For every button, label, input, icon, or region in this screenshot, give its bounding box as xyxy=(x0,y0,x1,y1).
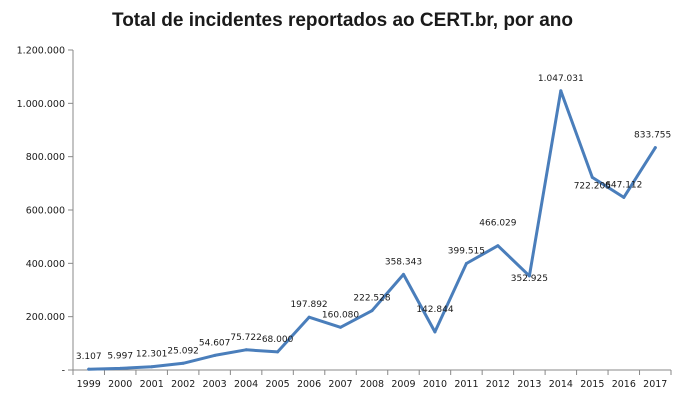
y-tick-label: 200.000 xyxy=(26,312,65,323)
y-tick-label: - xyxy=(62,366,65,377)
data-point xyxy=(244,348,248,352)
data-label: 3.107 xyxy=(76,352,102,362)
data-point xyxy=(464,261,468,265)
data-point xyxy=(87,367,91,371)
data-label: 1.047.031 xyxy=(538,74,584,84)
x-tick-label: 2014 xyxy=(549,379,573,390)
data-point xyxy=(653,146,657,150)
data-point xyxy=(527,274,531,278)
x-tick-label: 2002 xyxy=(171,379,195,390)
x-tick-label: 2003 xyxy=(203,379,227,390)
x-tick-label: 1999 xyxy=(77,379,101,390)
data-label: 5.997 xyxy=(107,351,133,361)
data-label: 142.844 xyxy=(416,305,453,315)
x-tick-label: 2010 xyxy=(423,379,447,390)
data-point xyxy=(401,272,405,276)
chart-title: Total de incidentes reportados ao CERT.b… xyxy=(112,10,573,31)
x-tick-label: 2013 xyxy=(517,379,541,390)
y-tick-label: 400.000 xyxy=(26,259,65,270)
data-point xyxy=(496,244,500,248)
data-point xyxy=(181,361,185,365)
data-point xyxy=(118,366,122,370)
data-point xyxy=(150,365,154,369)
data-label: 466.029 xyxy=(479,219,516,229)
data-label: 54.607 xyxy=(199,338,231,348)
data-point xyxy=(370,309,374,313)
x-tick-label: 2001 xyxy=(140,379,164,390)
x-tick-label: 2016 xyxy=(612,379,636,390)
data-point xyxy=(433,330,437,334)
data-label: 68.000 xyxy=(262,335,294,345)
data-label: 833.755 xyxy=(634,131,671,141)
data-label: 197.892 xyxy=(290,300,327,310)
data-label: 222.528 xyxy=(353,294,390,304)
data-label: 25.092 xyxy=(167,346,199,356)
x-tick-label: 2005 xyxy=(265,379,289,390)
data-label: 160.080 xyxy=(322,310,359,320)
data-label: 399.515 xyxy=(448,246,485,256)
data-point xyxy=(307,315,311,319)
y-tick-label: 600.000 xyxy=(26,206,65,217)
y-tick-label: 800.000 xyxy=(26,152,65,163)
x-tick-label: 2006 xyxy=(297,379,321,390)
x-tick-label: 2015 xyxy=(580,379,604,390)
data-label: 12.301 xyxy=(136,350,168,360)
y-tick-label: 1.200.000 xyxy=(17,46,65,57)
x-tick-label: 2011 xyxy=(454,379,478,390)
data-label: 647.112 xyxy=(605,180,642,190)
y-tick-label: 1.000.000 xyxy=(17,99,65,110)
data-point xyxy=(590,175,594,179)
data-point xyxy=(339,325,343,329)
data-point xyxy=(213,353,217,357)
data-label: 352.925 xyxy=(511,274,548,284)
data-point xyxy=(559,89,563,93)
x-tick-label: 2012 xyxy=(486,379,510,390)
x-tick-label: 2017 xyxy=(643,379,667,390)
data-label: 722.205 xyxy=(574,181,611,191)
x-tick-label: 2004 xyxy=(234,379,258,390)
data-label: 75.722 xyxy=(230,333,262,343)
data-point xyxy=(622,195,626,199)
x-tick-label: 2009 xyxy=(391,379,415,390)
series-line xyxy=(87,89,657,371)
data-point xyxy=(276,350,280,354)
data-label: 358.343 xyxy=(385,257,422,267)
x-tick-label: 2000 xyxy=(108,379,132,390)
x-tick-label: 2008 xyxy=(360,379,384,390)
x-tick-label: 2007 xyxy=(328,379,352,390)
